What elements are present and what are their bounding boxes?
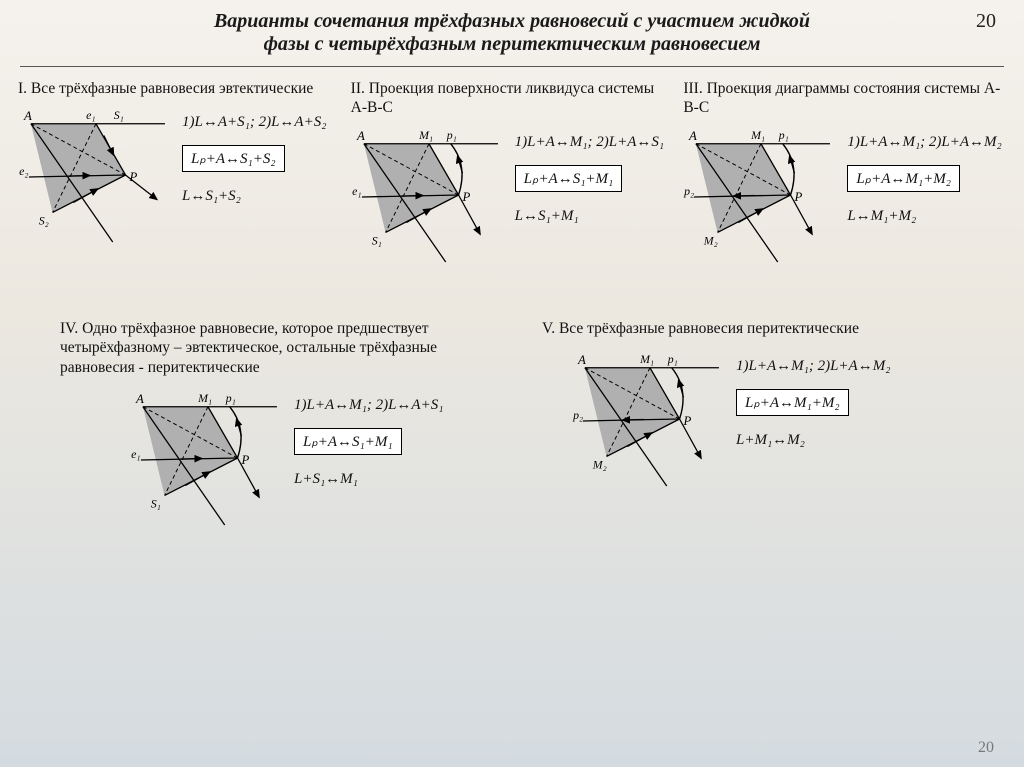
- eq-top: 1)L↔A+S₁; 2)L↔A+S₂: [182, 114, 341, 131]
- page-number-bottom: 20: [978, 739, 994, 757]
- svg-text:A: A: [688, 129, 697, 143]
- phase-diagram: A M₁ p₁ e₁ S₁ P: [351, 126, 501, 264]
- svg-text:P: P: [128, 170, 137, 184]
- svg-text:P: P: [682, 414, 691, 428]
- svg-text:M₁: M₁: [418, 128, 433, 142]
- eq-bot: L↔S₁+S₂: [182, 188, 341, 205]
- phase-diagram: Ae₁ S₁ e₂ S₂ P: [18, 106, 168, 244]
- svg-text:M₁: M₁: [639, 352, 654, 366]
- svg-text:P: P: [240, 453, 249, 467]
- variant-4: IV. Одно трёхфазное равновесие, которое …: [60, 319, 512, 532]
- svg-text:S₂: S₂: [39, 214, 49, 228]
- phase-diagram: A M₁ p₁ e₁ S₁ P: [130, 389, 280, 527]
- slide-title: Варианты сочетания трёхфазных равновесий…: [0, 0, 1024, 64]
- svg-text:S₁: S₁: [151, 496, 161, 510]
- svg-text:e₂: e₂: [19, 164, 28, 178]
- phase-diagram: A M₁ p₁ p₂ M₂ P: [572, 350, 722, 488]
- svg-text:e₁: e₁: [352, 184, 361, 198]
- svg-text:p₂: p₂: [683, 184, 694, 198]
- variant-2: II. Проекция поверхности ликвидуса систе…: [351, 79, 674, 269]
- title-rule: [20, 66, 1004, 67]
- svg-text:p₁: p₁: [225, 391, 236, 405]
- svg-text:p₁: p₁: [667, 352, 678, 366]
- svg-text:P: P: [794, 190, 803, 204]
- top-row: I. Все трёхфазные равновесия эвтектическ…: [0, 73, 1024, 269]
- phase-diagram: A M₁ p₁ p₂ M₂ P: [683, 126, 833, 264]
- svg-text:e₁: e₁: [86, 108, 95, 122]
- svg-text:M₂: M₂: [592, 457, 607, 471]
- svg-text:A: A: [135, 392, 144, 406]
- page-number-top: 20: [976, 10, 996, 33]
- svg-text:M₁: M₁: [750, 128, 765, 142]
- svg-text:M₁: M₁: [197, 391, 212, 405]
- variant-1: I. Все трёхфазные равновесия эвтектическ…: [18, 79, 341, 269]
- svg-text:p₂: p₂: [572, 408, 583, 422]
- svg-text:A: A: [23, 109, 32, 123]
- svg-text:p₁: p₁: [445, 128, 456, 142]
- svg-text:e₁: e₁: [131, 447, 140, 461]
- svg-text:S₁: S₁: [114, 108, 124, 122]
- svg-text:S₁: S₁: [371, 233, 381, 247]
- svg-text:p₁: p₁: [778, 128, 789, 142]
- svg-text:A: A: [356, 129, 365, 143]
- svg-text:P: P: [461, 190, 470, 204]
- eq-box: Lₚ+A↔S₁+S₂: [182, 145, 285, 172]
- variant-5: V. Все трёхфазные равновесия перитектиче…: [542, 319, 994, 532]
- svg-text:A: A: [577, 353, 586, 367]
- bottom-row: IV. Одно трёхфазное равновесие, которое …: [0, 269, 1024, 532]
- svg-text:M₂: M₂: [703, 233, 718, 247]
- variant-3: III. Проекция диаграммы состояния систем…: [683, 79, 1006, 269]
